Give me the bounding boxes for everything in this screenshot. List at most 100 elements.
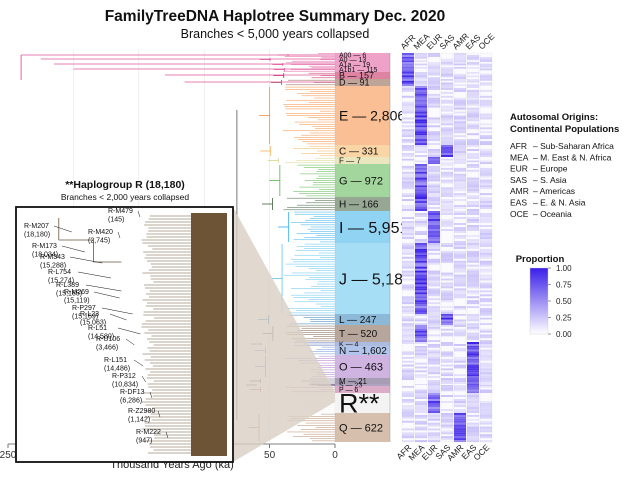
heatmap-cell bbox=[428, 95, 440, 98]
heatmap-cell bbox=[480, 248, 492, 251]
haplogroup-r-inset: **Haplogroup R (18,180) Branches < 2,000… bbox=[15, 179, 335, 463]
heatmap-cell bbox=[480, 434, 492, 437]
heatmap-cell bbox=[480, 57, 492, 59]
heatmap-cell bbox=[402, 374, 414, 377]
heatmap-cell bbox=[428, 353, 440, 355]
heatmap-cell bbox=[402, 252, 414, 255]
heatmap-cell bbox=[415, 145, 427, 147]
heatmap-cell bbox=[428, 67, 440, 69]
heatmap-cell bbox=[480, 149, 492, 151]
band-17 bbox=[335, 346, 390, 355]
heatmap-cell bbox=[480, 127, 492, 130]
heatmap-cell bbox=[415, 105, 427, 108]
heatmap-cell bbox=[428, 223, 440, 225]
heatmap-cell bbox=[441, 317, 453, 320]
heatmap-cell bbox=[467, 109, 479, 112]
heatmap-cell bbox=[415, 347, 427, 350]
heatmap-cell bbox=[480, 264, 492, 267]
heatmap-cell bbox=[467, 319, 479, 322]
heatmap-cell bbox=[402, 432, 414, 435]
heatmap-cell bbox=[428, 68, 440, 71]
inset-node-name: R-M479 bbox=[108, 208, 133, 215]
heatmap-cell bbox=[454, 334, 466, 337]
heatmap-cell bbox=[415, 325, 427, 327]
heatmap-cell bbox=[441, 201, 453, 203]
heatmap-cell bbox=[441, 395, 453, 397]
heatmap-cell bbox=[454, 145, 466, 147]
heatmap-cell bbox=[467, 225, 479, 227]
heatmap-cell bbox=[454, 87, 466, 90]
heatmap-cell bbox=[415, 426, 427, 429]
heatmap-cell bbox=[441, 67, 453, 69]
heatmap-cell bbox=[441, 155, 453, 157]
heatmap-cell bbox=[454, 111, 466, 114]
heatmap-cell bbox=[467, 244, 479, 247]
heatmap-cell bbox=[428, 274, 440, 277]
heatmap-cell bbox=[467, 424, 479, 427]
heatmap-cell bbox=[415, 258, 427, 261]
heatmap-cell bbox=[428, 187, 440, 190]
heatmap-cell bbox=[415, 57, 427, 59]
heatmap-cell bbox=[467, 264, 479, 267]
heatmap-cell bbox=[441, 323, 453, 325]
inset-node: R-M479 (145) bbox=[108, 208, 141, 224]
heatmap-cell bbox=[467, 346, 479, 348]
heatmap-cell bbox=[467, 338, 479, 341]
heatmap-cell bbox=[428, 246, 440, 249]
heatmap-cell bbox=[467, 286, 479, 289]
heatmap-cell bbox=[428, 288, 440, 291]
heatmap-cell bbox=[467, 157, 479, 159]
heatmap-cell bbox=[467, 205, 479, 207]
heatmap-cell bbox=[428, 434, 440, 437]
heatmap-cell bbox=[415, 319, 427, 322]
heatmap-cell bbox=[454, 89, 466, 92]
heatmap-cell bbox=[402, 58, 414, 61]
heatmap-cell bbox=[441, 153, 453, 155]
heatmap-cell bbox=[402, 173, 414, 176]
heatmap-cell bbox=[441, 199, 453, 201]
heatmap-cell bbox=[402, 250, 414, 253]
band-label: N — 1,602 bbox=[339, 346, 387, 357]
heatmap-cell bbox=[454, 141, 466, 144]
heatmap-cell bbox=[454, 237, 466, 239]
heatmap-cell bbox=[428, 237, 440, 239]
heatmap-cell bbox=[454, 103, 466, 106]
heatmap-cell bbox=[415, 256, 427, 259]
heatmap-cell bbox=[402, 270, 414, 273]
heatmap-cell bbox=[480, 364, 492, 367]
heatmap-cell bbox=[480, 239, 492, 241]
heatmap-cell bbox=[415, 272, 427, 275]
heatmap-cell bbox=[415, 125, 427, 128]
heatmap-cell bbox=[428, 312, 440, 314]
heatmap-cell bbox=[428, 72, 440, 74]
heatmap-cell bbox=[441, 401, 453, 403]
heatmap-cell bbox=[415, 177, 427, 180]
heatmap-cell bbox=[415, 403, 427, 405]
heatmap-cell bbox=[467, 393, 479, 395]
heatmap-cell bbox=[454, 177, 466, 180]
heatmap-cell bbox=[428, 53, 440, 55]
heatmap-cell bbox=[441, 221, 453, 223]
heatmap-cell bbox=[454, 292, 466, 295]
heatmap-cell bbox=[428, 153, 440, 155]
heatmap-cell bbox=[402, 225, 414, 227]
heatmap-cell bbox=[467, 107, 479, 110]
heatmap-cell bbox=[441, 319, 453, 322]
heatmap-cell bbox=[441, 129, 453, 132]
heatmap-cell bbox=[467, 229, 479, 231]
heatmap-cell bbox=[428, 86, 440, 88]
heatmap-cell bbox=[415, 326, 427, 329]
heatmap-cell bbox=[454, 418, 466, 421]
heatmap-cell bbox=[467, 164, 479, 166]
band-3 bbox=[335, 62, 390, 67]
heatmap-cell bbox=[402, 237, 414, 239]
inset-node: R-M420 (2,745) bbox=[88, 229, 121, 245]
heatmap-cell bbox=[454, 344, 466, 346]
heatmap-cell bbox=[402, 414, 414, 417]
heatmap-cell bbox=[428, 346, 440, 348]
heatmap-cell bbox=[441, 189, 453, 192]
heatmap-cell bbox=[415, 95, 427, 98]
heatmap-cell bbox=[402, 264, 414, 267]
heatmap-cell bbox=[454, 330, 466, 333]
heatmap-cell bbox=[428, 321, 440, 324]
